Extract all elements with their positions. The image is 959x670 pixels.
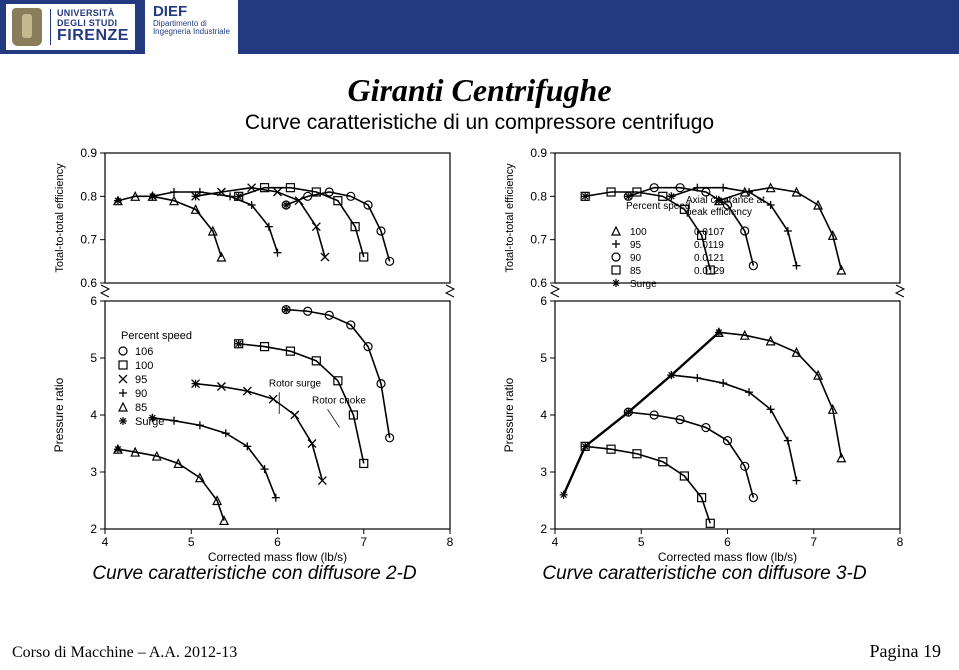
svg-text:Rotor choke: Rotor choke bbox=[312, 396, 366, 407]
svg-text:5: 5 bbox=[637, 535, 644, 549]
chart-right: 4 5 6 7 8 Corrected mass flow (lb/s) 0.6 0.7 0.8… bbox=[495, 145, 915, 565]
svg-text:0.0119: 0.0119 bbox=[694, 240, 724, 251]
svg-text:8: 8 bbox=[446, 535, 453, 549]
svg-text:106: 106 bbox=[135, 346, 153, 358]
svg-text:0.9: 0.9 bbox=[530, 146, 547, 160]
footer-right: Pagina 19 bbox=[870, 641, 942, 662]
svg-text:2: 2 bbox=[90, 522, 97, 536]
svg-text:6: 6 bbox=[540, 294, 547, 308]
page-title: Giranti Centrifughe bbox=[0, 72, 959, 109]
dief-title: DIEF bbox=[153, 4, 230, 20]
footer-right-prefix: Pagina bbox=[870, 641, 924, 661]
svg-text:4: 4 bbox=[540, 408, 547, 422]
svg-text:Corrected mass flow (lb/s): Corrected mass flow (lb/s) bbox=[207, 550, 346, 564]
svg-text:100: 100 bbox=[135, 360, 153, 372]
svg-text:Surge: Surge bbox=[630, 279, 657, 290]
chart-left: 4 5 6 7 8 Corrected mass flow (lb/s) 0.6 0.7 0.8… bbox=[45, 145, 465, 565]
crest-icon bbox=[12, 8, 42, 46]
header-bar: UNIVERSITÀ DEGLI STUDI FIRENZE DIEF Dipa… bbox=[0, 0, 959, 54]
footer-left: Corso di Macchine – A.A. 2012-13 bbox=[12, 644, 237, 662]
caption-left: Curve caratteristiche con diffusore 2-D bbox=[45, 563, 465, 585]
svg-text:Total-to-total efficiency: Total-to-total efficiency bbox=[54, 163, 66, 273]
svg-text:Percent speed: Percent speed bbox=[626, 201, 691, 212]
svg-text:4: 4 bbox=[90, 408, 97, 422]
svg-text:0.7: 0.7 bbox=[80, 233, 97, 247]
uni-text: UNIVERSITÀ DEGLI STUDI FIRENZE bbox=[50, 9, 129, 45]
page-subtitle: Curve caratteristiche di un compressore … bbox=[0, 111, 959, 135]
svg-text:6: 6 bbox=[724, 535, 731, 549]
svg-text:0.8: 0.8 bbox=[530, 189, 547, 203]
svg-text:0.7: 0.7 bbox=[530, 233, 547, 247]
svg-text:Pressure ratio: Pressure ratio bbox=[52, 377, 66, 452]
svg-text:90: 90 bbox=[630, 253, 642, 264]
uni-line3: FIRENZE bbox=[57, 28, 129, 45]
captions-row: Curve caratteristiche con diffusore 2-D … bbox=[0, 565, 959, 585]
svg-text:3: 3 bbox=[90, 465, 97, 479]
svg-text:85: 85 bbox=[135, 402, 147, 414]
svg-text:Rotor surge: Rotor surge bbox=[268, 379, 321, 390]
svg-text:Surge: Surge bbox=[135, 416, 164, 428]
svg-text:90: 90 bbox=[135, 388, 147, 400]
dief-sub2: Ingegneria Industriale bbox=[153, 28, 230, 36]
svg-text:0.9: 0.9 bbox=[80, 146, 97, 160]
svg-text:Axial clearance at: Axial clearance at bbox=[686, 195, 765, 206]
svg-text:4: 4 bbox=[101, 535, 108, 549]
svg-text:0.8: 0.8 bbox=[80, 189, 97, 203]
svg-text:95: 95 bbox=[135, 374, 147, 386]
svg-text:6: 6 bbox=[274, 535, 281, 549]
svg-text:Pressure ratio: Pressure ratio bbox=[502, 377, 516, 452]
footer-page: 19 bbox=[923, 641, 941, 661]
svg-text:peak efficiency: peak efficiency bbox=[686, 207, 752, 218]
svg-text:5: 5 bbox=[187, 535, 194, 549]
chart-right-svg: 4 5 6 7 8 Corrected mass flow (lb/s) 0.6 0.7 0.8… bbox=[495, 145, 915, 565]
svg-text:100: 100 bbox=[630, 227, 647, 238]
svg-text:0.0107: 0.0107 bbox=[694, 227, 725, 238]
svg-text:95: 95 bbox=[630, 240, 642, 251]
uni-logo: UNIVERSITÀ DEGLI STUDI FIRENZE bbox=[6, 4, 135, 50]
svg-text:3: 3 bbox=[540, 465, 547, 479]
svg-text:7: 7 bbox=[360, 535, 367, 549]
svg-text:4: 4 bbox=[551, 535, 558, 549]
svg-text:Corrected mass flow (lb/s): Corrected mass flow (lb/s) bbox=[657, 550, 796, 564]
svg-text:Total-to-total efficiency: Total-to-total efficiency bbox=[504, 163, 516, 273]
svg-text:85: 85 bbox=[630, 266, 642, 277]
dief-box: DIEF Dipartimento di Ingegneria Industri… bbox=[145, 0, 238, 54]
svg-text:2: 2 bbox=[540, 522, 547, 536]
svg-text:6: 6 bbox=[90, 294, 97, 308]
caption-right: Curve caratteristiche con diffusore 3-D bbox=[495, 563, 915, 585]
svg-text:8: 8 bbox=[896, 535, 903, 549]
chart-left-svg: 4 5 6 7 8 Corrected mass flow (lb/s) 0.6 0.7 0.8… bbox=[45, 145, 465, 565]
svg-text:Percent speed: Percent speed bbox=[121, 330, 192, 342]
svg-text:5: 5 bbox=[90, 351, 97, 365]
svg-text:0.0121: 0.0121 bbox=[694, 253, 725, 264]
charts-row: 4 5 6 7 8 Corrected mass flow (lb/s) 0.6 0.7 0.8… bbox=[0, 145, 959, 565]
svg-text:0.6: 0.6 bbox=[530, 276, 547, 290]
svg-text:0.0129: 0.0129 bbox=[694, 266, 725, 277]
svg-text:0.6: 0.6 bbox=[80, 276, 97, 290]
svg-text:5: 5 bbox=[540, 351, 547, 365]
svg-text:7: 7 bbox=[810, 535, 817, 549]
